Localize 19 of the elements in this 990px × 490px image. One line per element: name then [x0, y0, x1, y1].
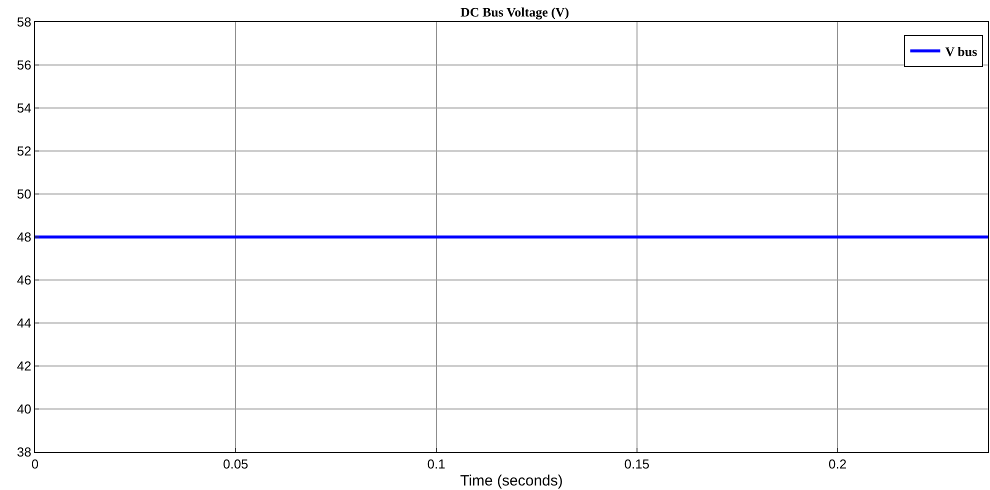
- y-tick-label: 44: [16, 316, 32, 331]
- y-tick-label: 40: [16, 402, 32, 417]
- chart-title: DC Bus Voltage (V): [460, 4, 570, 20]
- y-tick-label: 50: [16, 186, 32, 202]
- x-tick-label: 0.05: [222, 456, 248, 472]
- y-tick-label: 58: [16, 14, 32, 30]
- legend-label: V bus: [945, 44, 978, 59]
- x-tick-label: 0.15: [624, 456, 650, 472]
- y-tick-label: 52: [16, 144, 32, 159]
- x-tick-label: 0.2: [828, 456, 847, 472]
- y-tick-label: 46: [16, 272, 32, 288]
- y-tick-label: 48: [16, 230, 32, 245]
- y-tick-label: 42: [16, 358, 32, 374]
- x-axis-title: Time (seconds): [460, 472, 563, 490]
- y-tick-label: 54: [16, 100, 32, 116]
- x-tick-label: 0.1: [427, 456, 446, 472]
- y-tick-label: 56: [16, 58, 32, 73]
- y-tick-label: 38: [16, 444, 32, 460]
- x-tick-label: 0: [31, 456, 39, 472]
